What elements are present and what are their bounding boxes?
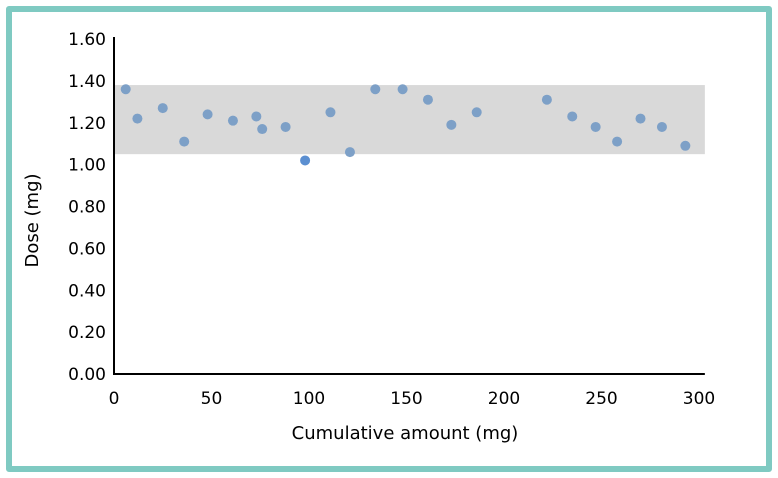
data-point [635, 113, 646, 124]
data-point [590, 121, 601, 132]
axes [113, 37, 705, 375]
data-point [227, 115, 238, 126]
data-point [656, 121, 667, 132]
chart-frame: 0.00 0.20 0.40 0.60 0.80 1.00 1.20 1.40 1.60 0 50… [6, 6, 772, 472]
data-point [567, 111, 578, 122]
y-tick-label: 0.20 [68, 323, 106, 343]
data-point-highlight [300, 155, 311, 166]
x-tick-label: 250 [585, 389, 617, 409]
y-tick-label: 1.20 [68, 114, 106, 134]
y-tick-label: 0.80 [68, 198, 106, 218]
x-tick-label: 150 [390, 389, 422, 409]
x-tick-label: 0 [109, 389, 120, 409]
data-point [344, 147, 355, 158]
data-point [257, 124, 268, 135]
data-point [202, 109, 213, 120]
data-point [325, 107, 336, 118]
y-tick-label: 0.60 [68, 239, 106, 259]
data-point [370, 84, 381, 95]
x-tick-label: 50 [201, 389, 223, 409]
y-tick-label: 1.40 [68, 72, 106, 92]
x-tick-labels: 0 50 100 150 200 250 300 [109, 389, 716, 409]
data-point [541, 94, 552, 105]
data-point [251, 111, 262, 122]
y-axis-title: Dose (mg) [22, 173, 43, 267]
y-tick-label: 1.00 [68, 156, 106, 176]
data-point [680, 140, 691, 151]
scatter-chart: 0.00 0.20 0.40 0.60 0.80 1.00 1.20 1.40 1.60 0 50… [22, 30, 716, 444]
y-tick-labels: 0.00 0.20 0.40 0.60 0.80 1.00 1.20 1.40 1.60 [68, 30, 106, 385]
data-point [132, 113, 143, 124]
data-point [446, 119, 457, 130]
data-point [422, 94, 433, 105]
data-point [612, 136, 623, 147]
data-point [471, 107, 482, 118]
y-tick-label: 0.00 [68, 365, 106, 385]
data-points [120, 84, 691, 166]
reference-band-layer [114, 85, 705, 155]
y-tick-label: 1.60 [68, 30, 106, 50]
data-point [120, 84, 131, 95]
x-tick-label: 300 [683, 389, 715, 409]
data-point [397, 84, 408, 95]
data-point [157, 103, 168, 114]
x-tick-label: 200 [488, 389, 520, 409]
reference-band [114, 85, 705, 155]
y-tick-label: 0.40 [68, 281, 106, 301]
data-point [280, 121, 291, 132]
x-axis-title: Cumulative amount (mg) [292, 423, 519, 444]
x-tick-label: 100 [293, 389, 325, 409]
data-point [179, 136, 190, 147]
